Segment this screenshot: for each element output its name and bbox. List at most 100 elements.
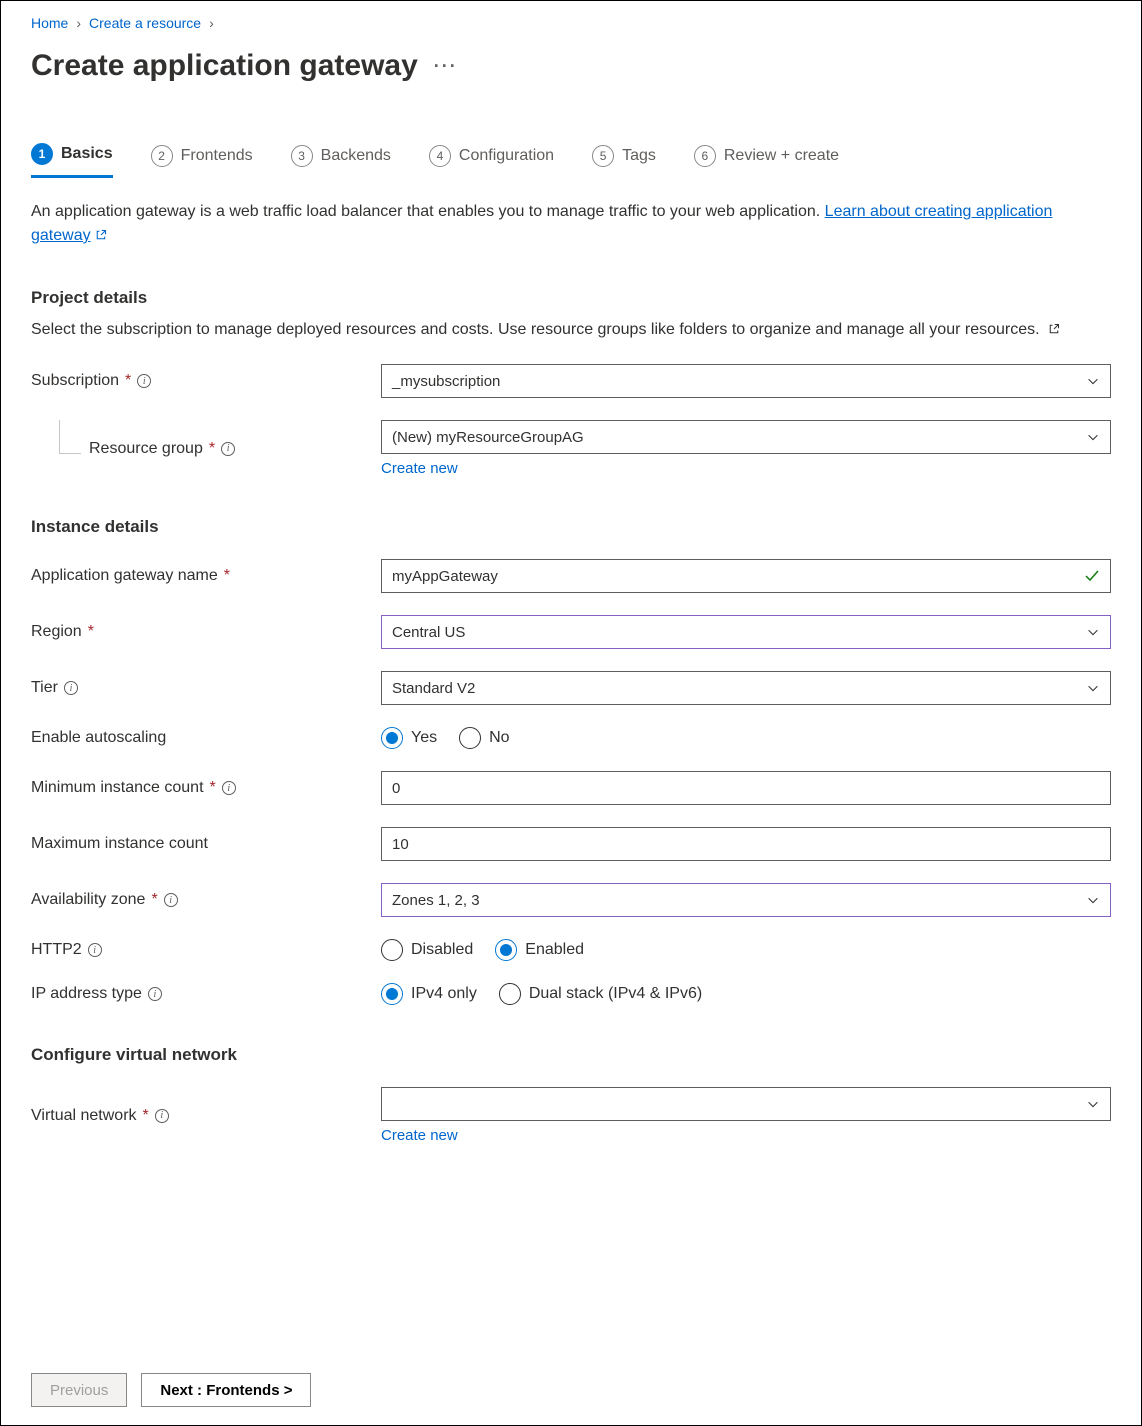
wizard-footer: Previous Next : Frontends > [31, 1373, 311, 1407]
tab-label: Configuration [459, 147, 554, 165]
tab-number: 3 [291, 145, 313, 167]
chevron-down-icon [1086, 430, 1100, 444]
subscription-select[interactable]: _mysubscription [381, 364, 1111, 398]
tab-label: Tags [622, 147, 656, 165]
tab-label: Frontends [181, 147, 253, 165]
radio-label: Yes [411, 729, 437, 747]
tab-number: 1 [31, 143, 53, 165]
required-indicator: * [143, 1107, 149, 1125]
section-configure-vnet: Configure virtual network [31, 1045, 1111, 1065]
http2-radio-group: Disabled Enabled [381, 939, 1111, 961]
tab-number: 2 [151, 145, 173, 167]
label-max-instance: Maximum instance count [31, 835, 381, 853]
external-link-icon [1048, 323, 1060, 335]
page-title: Create application gateway ··· [31, 49, 1111, 83]
tab-label: Basics [61, 145, 113, 163]
create-new-resource-group-link[interactable]: Create new [381, 460, 458, 477]
tab-backends[interactable]: 3 Backends [291, 143, 391, 178]
external-link-icon [95, 229, 107, 241]
info-icon[interactable]: i [137, 374, 151, 388]
resource-group-select[interactable]: (New) myResourceGroupAG [381, 420, 1111, 454]
autoscaling-no-radio[interactable]: No [459, 727, 509, 749]
tab-label: Backends [321, 147, 391, 165]
availability-zone-select[interactable]: Zones 1, 2, 3 [381, 883, 1111, 917]
radio-label: IPv4 only [411, 985, 477, 1003]
wizard-tabs: 1 Basics 2 Frontends 3 Backends 4 Config… [31, 143, 1111, 178]
label-gateway-name: Application gateway name * [31, 567, 381, 585]
tab-label: Review + create [724, 147, 839, 165]
ip-ipv4-radio[interactable]: IPv4 only [381, 983, 477, 1005]
ip-dual-radio[interactable]: Dual stack (IPv4 & IPv6) [499, 983, 702, 1005]
required-indicator: * [210, 779, 216, 797]
intro-text: An application gateway is a web traffic … [31, 200, 1111, 248]
select-value: _mysubscription [392, 373, 500, 390]
info-icon[interactable]: i [148, 987, 162, 1001]
max-instance-input[interactable]: 10 [381, 827, 1111, 861]
breadcrumb-create-resource[interactable]: Create a resource [89, 15, 201, 31]
select-value: Central US [392, 624, 465, 641]
select-value: Standard V2 [392, 680, 475, 697]
tab-number: 6 [694, 145, 716, 167]
chevron-down-icon [1086, 1097, 1100, 1111]
info-icon[interactable]: i [221, 442, 235, 456]
more-icon[interactable]: ··· [434, 56, 458, 77]
required-indicator: * [88, 623, 94, 641]
input-value: 0 [392, 780, 400, 797]
input-value: 10 [392, 836, 409, 853]
chevron-down-icon [1086, 625, 1100, 639]
next-button[interactable]: Next : Frontends > [141, 1373, 311, 1407]
region-select[interactable]: Central US [381, 615, 1111, 649]
tab-review-create[interactable]: 6 Review + create [694, 143, 839, 178]
info-icon[interactable]: i [155, 1109, 169, 1123]
section-project-desc: Select the subscription to manage deploy… [31, 318, 1111, 342]
create-new-vnet-link[interactable]: Create new [381, 1127, 458, 1144]
http2-enabled-radio[interactable]: Enabled [495, 939, 584, 961]
breadcrumb-home[interactable]: Home [31, 15, 68, 31]
radio-label: Dual stack (IPv4 & IPv6) [529, 985, 702, 1003]
info-icon[interactable]: i [164, 893, 178, 907]
label-ip-type: IP address type i [31, 985, 381, 1003]
required-indicator: * [224, 567, 230, 585]
label-tier: Tier i [31, 679, 381, 697]
page-title-text: Create application gateway [31, 49, 418, 83]
input-value: myAppGateway [392, 568, 498, 585]
required-indicator: * [125, 372, 131, 390]
info-icon[interactable]: i [64, 681, 78, 695]
tab-number: 5 [592, 145, 614, 167]
min-instance-input[interactable]: 0 [381, 771, 1111, 805]
autoscaling-yes-radio[interactable]: Yes [381, 727, 437, 749]
tab-frontends[interactable]: 2 Frontends [151, 143, 253, 178]
chevron-down-icon [1086, 893, 1100, 907]
tab-number: 4 [429, 145, 451, 167]
label-subscription: Subscription * i [31, 372, 381, 390]
http2-disabled-radio[interactable]: Disabled [381, 939, 473, 961]
tab-tags[interactable]: 5 Tags [592, 143, 656, 178]
indent-line [59, 420, 81, 454]
chevron-right-icon: › [76, 15, 81, 31]
virtual-network-select[interactable] [381, 1087, 1111, 1121]
tab-configuration[interactable]: 4 Configuration [429, 143, 554, 178]
info-icon[interactable]: i [88, 943, 102, 957]
required-indicator: * [209, 440, 215, 458]
gateway-name-input[interactable]: myAppGateway [381, 559, 1111, 593]
chevron-down-icon [1086, 681, 1100, 695]
tier-select[interactable]: Standard V2 [381, 671, 1111, 705]
select-value: Zones 1, 2, 3 [392, 892, 480, 909]
section-project-details: Project details [31, 288, 1111, 308]
section-instance-details: Instance details [31, 517, 1111, 537]
autoscaling-radio-group: Yes No [381, 727, 1111, 749]
required-indicator: * [151, 891, 157, 909]
radio-label: Disabled [411, 941, 473, 959]
info-icon[interactable]: i [222, 781, 236, 795]
label-region: Region * [31, 623, 381, 641]
intro-body: An application gateway is a web traffic … [31, 203, 825, 220]
tab-basics[interactable]: 1 Basics [31, 143, 113, 178]
chevron-down-icon [1086, 374, 1100, 388]
label-min-instance: Minimum instance count * i [31, 779, 381, 797]
label-resource-group: Resource group * i [31, 440, 381, 458]
label-autoscaling: Enable autoscaling [31, 729, 381, 747]
label-http2: HTTP2 i [31, 941, 381, 959]
radio-label: No [489, 729, 509, 747]
select-value: (New) myResourceGroupAG [392, 429, 584, 446]
radio-label: Enabled [525, 941, 584, 959]
